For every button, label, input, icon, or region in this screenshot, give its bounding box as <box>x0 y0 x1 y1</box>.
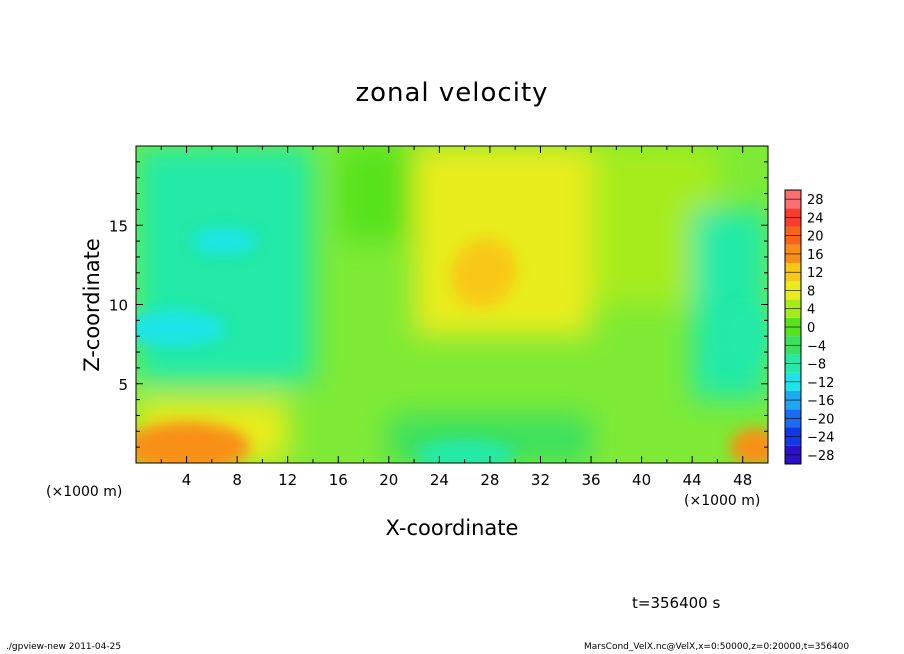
field-extremum-2 <box>730 428 768 463</box>
colorbar-swatch <box>785 199 801 209</box>
colorbar-swatch <box>785 327 801 337</box>
colorbar-label: −16 <box>807 394 834 409</box>
y-axis-label: Z-coordinate <box>80 238 104 372</box>
colorbar-label: 8 <box>807 284 815 299</box>
colorbar-swatch <box>785 217 801 227</box>
colorbar-label: −24 <box>807 431 834 446</box>
x-unit-label-left: (×1000 m) <box>46 484 123 500</box>
colorbar-swatch <box>785 235 801 245</box>
colorbar-swatch <box>785 418 801 428</box>
colorbar-label: 4 <box>807 303 815 318</box>
x-tick-label: 48 <box>733 471 752 489</box>
field-extremum-1 <box>450 238 517 307</box>
x-tick-label: 8 <box>232 471 242 489</box>
field-region-3 <box>414 146 592 337</box>
colorbar-swatch <box>785 336 801 346</box>
x-axis-label: X-coordinate <box>385 516 519 540</box>
colorbar-swatch <box>785 390 801 401</box>
colorbar-label: 20 <box>807 230 824 245</box>
colorbar-label: −4 <box>807 339 826 354</box>
colorbar-swatch <box>785 445 801 455</box>
colorbar-swatch <box>785 409 801 419</box>
chart-title: zonal velocity <box>355 78 549 108</box>
colorbar-label: −20 <box>807 412 834 427</box>
x-axis-ticks: 4 8 12 16 20 24 28 32 36 40 44 48 <box>160 146 752 489</box>
time-annotation: t=356400 s <box>632 594 721 612</box>
footer-source: MarsCond_VelX.nc@VelX,x=0:50000,z=0:2000… <box>584 642 850 652</box>
colorbar-swatch <box>785 454 801 464</box>
colorbar-label: −8 <box>807 358 826 373</box>
x-unit-label-right: (×1000 m) <box>684 493 761 509</box>
x-tick-label: 20 <box>379 471 398 489</box>
colorbar-swatch <box>785 290 801 300</box>
heatmap-field <box>136 146 768 463</box>
colorbar-swatch <box>785 253 801 264</box>
colorbar-label: 16 <box>807 248 824 263</box>
x-tick-label: 36 <box>581 471 600 489</box>
colorbar-swatch <box>785 308 801 318</box>
colorbar-swatch <box>785 317 801 327</box>
field-extremum-5 <box>414 439 516 463</box>
colorbar-swatch <box>785 381 801 391</box>
y-tick-label: 15 <box>109 217 128 235</box>
x-tick-label: 28 <box>480 471 499 489</box>
y-tick-label: 10 <box>109 297 128 315</box>
colorbar-label: −12 <box>807 376 834 391</box>
x-tick-label: 4 <box>182 471 192 489</box>
colorbar-swatch <box>785 400 801 410</box>
colorbar-label: 0 <box>807 321 815 336</box>
field-extremum-3 <box>136 310 225 346</box>
colorbar-swatch <box>785 226 801 236</box>
x-tick-label: 12 <box>278 471 297 489</box>
x-tick-label: 24 <box>430 471 449 489</box>
colorbar-swatch <box>785 244 801 254</box>
colorbar-swatch <box>785 208 801 218</box>
x-tick-label: 16 <box>329 471 348 489</box>
colorbar-swatch <box>785 299 801 309</box>
colorbar-swatch <box>785 263 801 273</box>
field-extremum-0 <box>136 421 250 463</box>
colorbar: 28 24 20 16 12 8 4 0 −4 −8 −12 −16 −20 −24 −28 <box>784 189 834 465</box>
y-axis-ticks: 5 10 15 <box>109 161 768 448</box>
field-region-1 <box>136 146 238 226</box>
colorbar-swatch <box>785 345 801 355</box>
x-tick-label: 40 <box>632 471 651 489</box>
footer-program-date: ./gpview-new 2011-04-25 <box>6 642 122 652</box>
field-region-5 <box>692 209 768 400</box>
colorbar-swatch <box>785 363 801 373</box>
y-tick-label: 5 <box>118 376 128 394</box>
colorbar-swatch <box>785 354 801 364</box>
colorbar-swatch <box>785 272 801 282</box>
colorbar-swatch <box>785 281 801 291</box>
colorbar-label: 28 <box>807 193 824 208</box>
colorbar-swatch <box>785 436 801 446</box>
colorbar-label: −28 <box>807 449 834 464</box>
x-tick-label: 44 <box>683 471 702 489</box>
colorbar-label: 12 <box>807 266 824 281</box>
colorbar-swatch <box>785 372 801 382</box>
field-extremum-4 <box>192 228 257 254</box>
field-extremum-6 <box>719 304 766 368</box>
x-tick-label: 32 <box>531 471 550 489</box>
colorbar-swatch <box>785 190 801 200</box>
colorbar-label: 24 <box>807 211 824 226</box>
colorbar-swatch <box>785 427 801 437</box>
